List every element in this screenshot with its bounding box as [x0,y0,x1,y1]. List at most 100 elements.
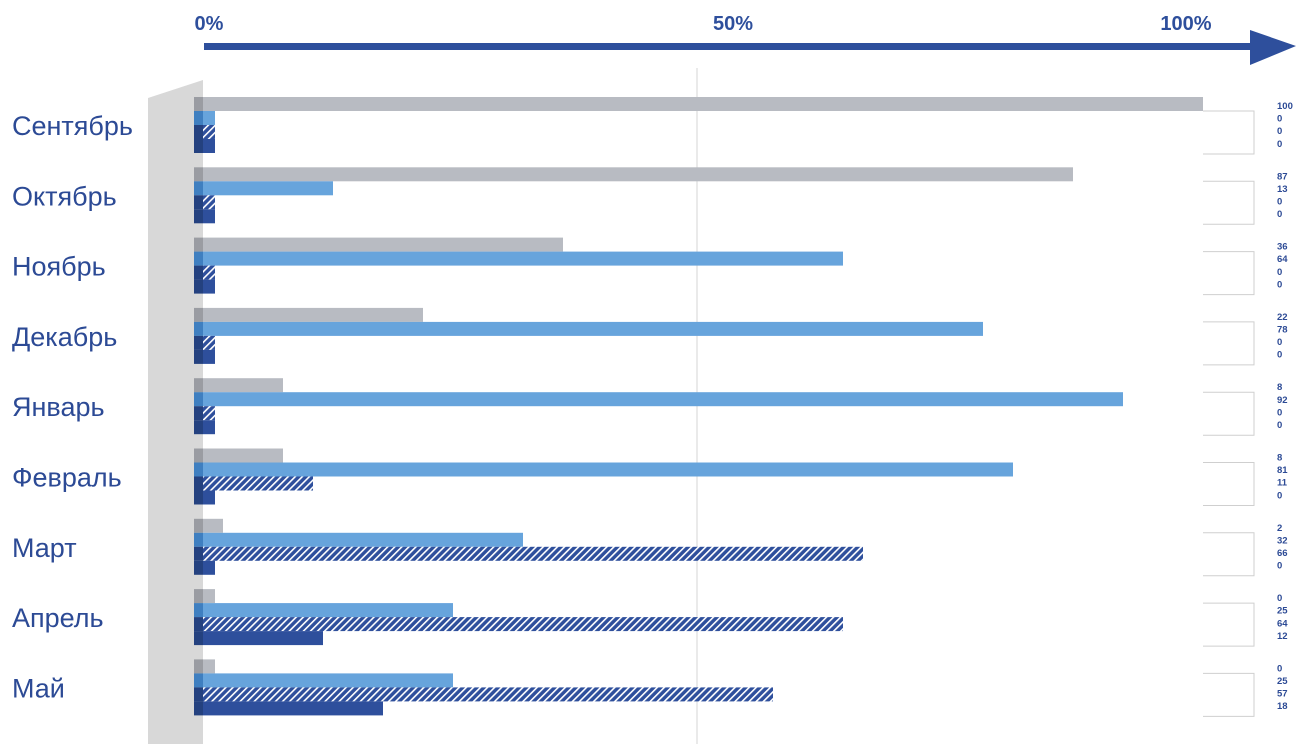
category-label: Декабрь [12,322,117,352]
bar-series-4 [203,701,383,716]
value-label: 25 [1277,606,1288,617]
value-label: 92 [1277,395,1288,406]
value-label: 0 [1277,561,1282,572]
perspective-side-panel [148,80,203,744]
bar-series-1 [203,448,283,463]
bar-cap-series-1 [194,167,203,182]
bar-series-4 [203,139,215,153]
bar-cap-series-4 [194,420,203,435]
category-label: Февраль [12,463,122,493]
bar-series-2 [203,181,333,196]
bar-cap-series-3 [194,195,203,210]
bar-series-4 [203,420,215,435]
bar-series-4 [203,490,215,505]
bar-cap-series-2 [194,532,203,547]
row-bracket [1203,180,1255,225]
bar-cap-series-3 [194,406,203,421]
bar-cap-series-1 [194,378,203,393]
bar-series-4 [203,631,323,646]
bar-cap-series-1 [194,448,203,463]
value-label: 18 [1277,701,1288,712]
bar-series-1 [203,589,215,604]
value-label: 2 [1277,523,1282,534]
axis-tick-label: 50% [713,13,753,35]
bar-cap-series-1 [194,97,203,111]
bar-cap-series-1 [194,307,203,322]
axis-arrow-shaft [204,43,1254,50]
value-label: 0 [1277,490,1282,501]
row-bracket [1203,391,1255,436]
value-label: 0 [1277,420,1282,431]
bar-cap-series-2 [194,251,203,266]
value-label: 0 [1277,337,1282,348]
row-6: Март 232 66 0 [12,518,1288,577]
value-label: 0 [1277,126,1282,137]
value-label: 57 [1277,689,1288,700]
bar-series-4 [203,349,215,364]
row-1: Октябрь 87 13 00 [12,167,1288,225]
bar-cap-series-2 [194,321,203,336]
bar-cap-series-4 [194,490,203,505]
value-label: 0 [1277,663,1282,674]
bar-series-2 [203,673,453,688]
row-bracket [1203,321,1255,366]
bar-series-4 [203,209,215,224]
bar-series-2 [203,251,843,266]
bar-cap-series-2 [194,181,203,196]
category-label: Январь [12,392,105,422]
bar-series-3 [203,476,313,491]
bar-cap-series-2 [194,673,203,688]
bar-series-2 [203,462,1013,477]
row-bracket [1203,110,1255,155]
bar-cap-series-1 [194,589,203,604]
bar-series-3 [203,406,215,421]
bar-cap-series-3 [194,335,203,350]
bar-series-1 [203,167,1073,182]
value-label: 36 [1277,242,1288,253]
bar-cap-series-3 [194,617,203,632]
axis-tick-labels: 0% 50% 100% [195,13,1212,35]
bar-series-2 [203,532,523,547]
bar-series-1 [203,237,563,252]
bar-series-3 [203,546,863,561]
axis-tick-label: 0% [195,13,224,35]
bar-series-2 [203,321,983,336]
bar-cap-series-4 [194,701,203,716]
bar-cap-series-3 [194,546,203,561]
bar-series-1 [203,378,283,393]
value-label: 12 [1277,631,1288,642]
row-bracket [1203,462,1255,506]
top-axis [204,30,1296,65]
value-label: 0 [1277,279,1282,290]
bar-cap-series-3 [194,125,203,139]
bar-cap-series-2 [194,392,203,407]
bar-cap-series-4 [194,279,203,294]
value-label: 32 [1277,535,1288,546]
bar-cap-series-1 [194,237,203,252]
bar-series-1 [203,97,1203,111]
row-bracket [1203,672,1255,717]
bar-cap-series-2 [194,111,203,125]
row-5: Февраль 881 110 [12,448,1288,506]
category-label: Май [12,673,65,703]
value-label: 81 [1277,465,1288,476]
value-label: 0 [1277,139,1282,150]
bar-series-3 [203,335,215,350]
bar-cap-series-3 [194,687,203,702]
bar-cap-series-4 [194,560,203,575]
bar-cap-series-2 [194,603,203,618]
category-label: Апрель [12,603,104,633]
value-label: 0 [1277,350,1282,361]
value-label: 22 [1277,312,1288,323]
value-label: 11 [1277,478,1288,489]
category-label: Октябрь [12,181,117,211]
bar-series-3 [203,687,773,702]
value-label: 8 [1277,382,1282,393]
bar-cap-series-3 [194,476,203,491]
bar-series-3 [203,125,215,139]
bar-series-4 [203,279,215,294]
